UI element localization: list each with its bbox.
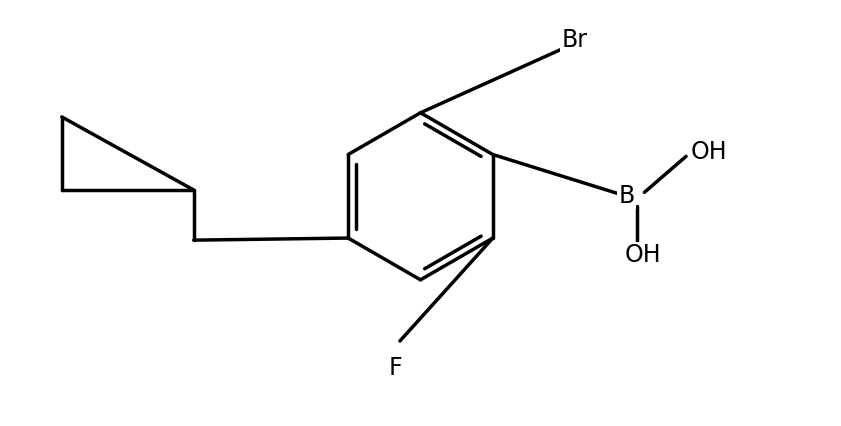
Text: Br: Br [561,28,587,52]
Text: OH: OH [691,141,727,164]
Text: OH: OH [625,243,661,267]
Text: B: B [619,184,635,208]
Text: F: F [389,356,402,380]
